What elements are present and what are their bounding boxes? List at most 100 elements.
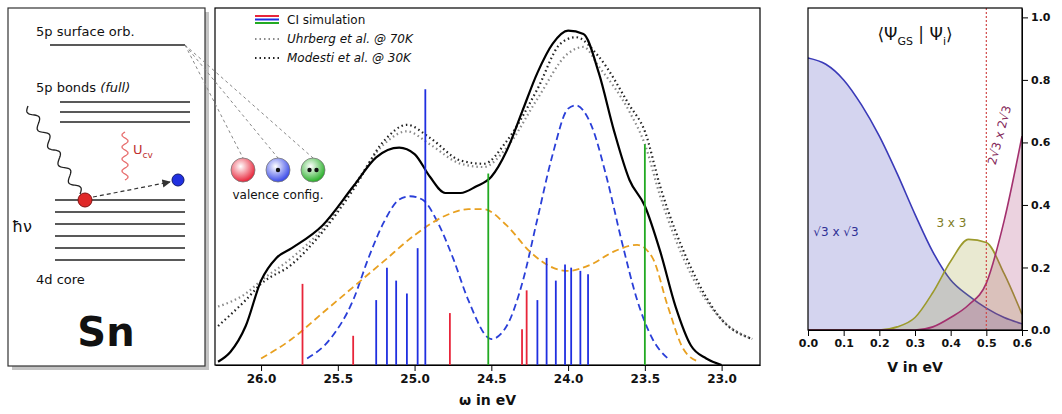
tick-label: 0.2: [1031, 261, 1051, 274]
tick-label: 0.5: [977, 337, 997, 350]
interaction-wave: [122, 132, 128, 180]
title-part: | Ψ: [913, 24, 943, 44]
stick: [526, 290, 528, 365]
series-label: 3 x 3: [936, 216, 966, 230]
stick: [570, 268, 572, 365]
connector: [185, 45, 313, 158]
interaction-symbol: U: [133, 142, 143, 157]
plot-frame: [808, 8, 1022, 330]
legend-label: Modesti et al. @ 30K: [287, 51, 412, 65]
config-label: valence config.: [232, 188, 323, 202]
tick: 0.8: [1022, 74, 1051, 87]
legend-swatch: [255, 15, 279, 17]
level-line: [60, 101, 190, 103]
stick: [536, 300, 538, 365]
series-area: [808, 58, 1022, 330]
tick-mark: [568, 365, 569, 371]
panel-box: [8, 8, 205, 366]
tick-label: 24.5: [477, 372, 507, 386]
level-line: [50, 44, 185, 46]
stick: [587, 274, 589, 365]
photon-wave: [27, 106, 81, 194]
valence-circle: [301, 158, 325, 182]
tick-label: 0.0: [1031, 324, 1051, 337]
tick: 0.0: [799, 330, 819, 350]
level-line: [55, 235, 185, 237]
tick-label: 0.4: [941, 337, 961, 350]
level-line: [55, 199, 185, 201]
tick: 23.0: [707, 365, 737, 386]
tick: 0.0: [1022, 324, 1051, 337]
tick-mark: [951, 330, 952, 336]
tick-label: 0.6: [1031, 136, 1051, 149]
tick-mark: [722, 365, 723, 371]
tick-mark: [915, 330, 916, 336]
tick-mark: [645, 365, 646, 371]
stick: [386, 268, 388, 365]
tick: 0.6: [1013, 330, 1033, 350]
tick-mark: [415, 365, 416, 371]
plot-frame: [215, 8, 760, 365]
tick: 23.5: [631, 365, 661, 386]
stick: [302, 284, 304, 365]
overlap-chart: 0.00.10.20.30.40.50.60.00.20.40.60.81.0V…: [799, 8, 1051, 375]
legend-label: CI simulation: [287, 13, 365, 27]
level-label: 5p surface orb.: [36, 24, 135, 39]
level-line: [55, 223, 185, 225]
level-note: (full): [100, 80, 130, 95]
tick-label: 0.8: [1031, 74, 1051, 87]
tick-label: 0.4: [1031, 199, 1051, 212]
connector: [185, 45, 243, 158]
series-label: 2√3 x 2√3: [985, 104, 1014, 166]
tick-mark: [879, 330, 880, 336]
tick-label: 23.0: [707, 372, 737, 386]
tick: 0.1: [834, 330, 854, 350]
tick-label: 0.2: [870, 337, 890, 350]
stick: [644, 144, 646, 365]
stick: [375, 300, 377, 365]
tick: 0.5: [977, 330, 997, 350]
tick-mark: [1022, 205, 1028, 206]
legend-swatch: [255, 22, 279, 24]
excitation-arrow: [93, 182, 170, 197]
tick-label: 0.3: [906, 337, 926, 350]
level-label: 5p bonds(full): [36, 80, 130, 95]
energy-diagram: 5p surface orb.5p bonds(full)4d coreSnħν…: [8, 8, 209, 370]
level-line: [55, 247, 185, 249]
legend-swatch: [255, 38, 279, 40]
element-label: Sn: [77, 309, 134, 355]
stick: [487, 174, 489, 365]
legend-swatch: [255, 57, 279, 59]
valence-configs: valence config.: [185, 45, 325, 202]
spectrum-chart: 26.025.525.024.524.023.523.0ω in eVCI si…: [215, 8, 761, 408]
tick: 24.0: [554, 365, 584, 386]
tick-mark: [1022, 80, 1028, 81]
legend: CI simulationUhrberg et al. @ 70KModesti…: [255, 13, 414, 65]
valence-circle: [231, 158, 255, 182]
axis-title: ω in eV: [459, 392, 516, 408]
tick: 25.5: [324, 365, 354, 386]
tick-label: 26.0: [247, 372, 277, 386]
tick-mark: [808, 330, 809, 336]
level-line: [60, 121, 190, 123]
electron: [172, 174, 184, 186]
tick-mark: [844, 330, 845, 336]
series-line: [218, 31, 722, 365]
tick: 0.6: [1022, 136, 1051, 149]
title-part: ⟨Ψ: [877, 24, 897, 44]
level-line: [55, 259, 185, 261]
series-label: √3 x √3: [813, 225, 858, 239]
x-axis: 0.0 0.1 0.2 0.3 0.4 0.5 0.6: [799, 330, 1033, 350]
axis-title: V in eV: [887, 359, 943, 375]
tick-label: 0.0: [799, 337, 819, 350]
tick-mark: [1022, 267, 1028, 268]
tick-label: 23.5: [631, 372, 661, 386]
tick-mark: [261, 365, 262, 371]
series-area: [808, 136, 1022, 330]
tick-label: 24.0: [554, 372, 584, 386]
title-part: GS: [897, 35, 913, 48]
level-label: 4d core: [36, 272, 85, 287]
stick: [424, 89, 426, 365]
tick-mark: [1022, 17, 1028, 18]
chart-title: ⟨ΨGS | Ψi⟩: [877, 24, 952, 48]
